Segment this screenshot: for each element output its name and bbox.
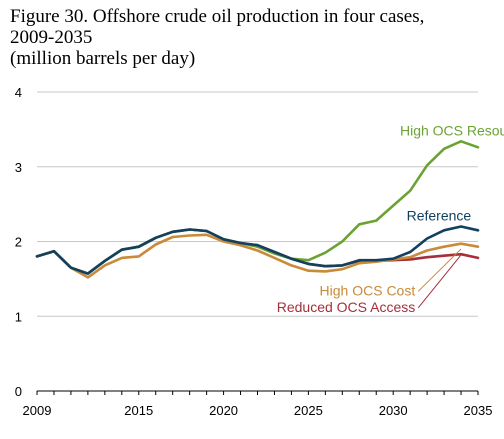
leader-line-reduced-ocs-access (417, 254, 462, 309)
series-label-high-ocs-resource: High OCS Resource (400, 122, 504, 138)
title-line-3: (million barrels per day) (10, 48, 196, 69)
series-label-high-ocs-cost: High OCS Cost (320, 282, 416, 298)
y-axis-ticks: 0 1 2 3 4 (15, 85, 22, 399)
x-tick-label-2025: 2025 (294, 403, 323, 418)
leader-line-high-ocs-cost (417, 248, 462, 292)
y-tick-label-2: 2 (15, 235, 22, 250)
series-lines (35, 140, 480, 279)
x-tick-label-2030: 2030 (379, 403, 408, 418)
x-tick-label-2015: 2015 (124, 403, 153, 418)
gridlines (37, 91, 478, 317)
y-tick-label-4: 4 (15, 85, 22, 100)
series-annotations: High OCS Resource Reference High OCS CostR… (277, 122, 504, 314)
x-tick-label-2009: 2009 (23, 403, 52, 418)
x-tick-label-2035: 2035 (464, 403, 493, 418)
series-label-reference: Reference (407, 208, 472, 224)
series-line-reference (35, 225, 480, 275)
series-line-high-ocs-cost (35, 233, 480, 279)
y-tick-label-0: 0 (15, 384, 22, 399)
y-tick-label-3: 3 (15, 160, 22, 175)
series-label-reduced-ocs-access: Reduced OCS Access (277, 299, 416, 315)
y-tick-label-1: 1 (15, 309, 22, 324)
x-axis-ticks: 2009 2015 2020 2025 2030 2035 (23, 391, 493, 418)
title-line-2: 2009-2035 (10, 27, 93, 48)
chart-title: Figure 30. Offshore crude oil production… (10, 6, 500, 69)
x-tick-label-2020: 2020 (209, 403, 238, 418)
title-line-1: Figure 30. Offshore crude oil production… (10, 6, 425, 27)
